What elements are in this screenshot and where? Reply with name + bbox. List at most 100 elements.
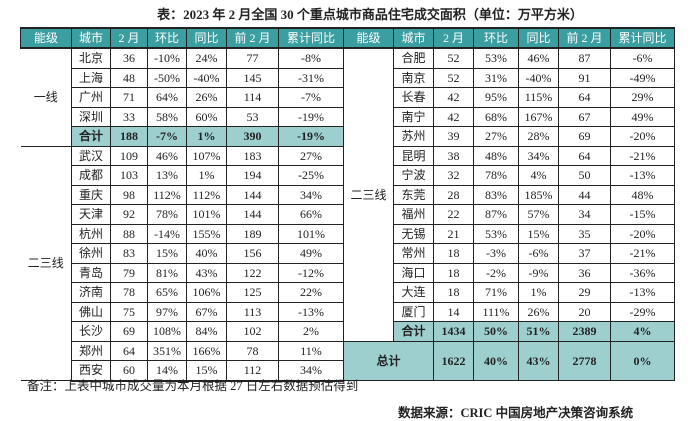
- table-row: 上海 48 -50% -40% 145 -31% 南京 52 31% -40% 91 -49%: [21, 67, 675, 88]
- feb-cell: 38: [433, 145, 474, 166]
- mom-cell: 71%: [473, 282, 519, 303]
- ytd-yoy-cell: -49%: [610, 67, 675, 88]
- table-row: 广州 71 64% 26% 114 -7% 长春 42 95% 115% 64 29%: [21, 87, 675, 108]
- city-cell: 佛山: [71, 301, 111, 322]
- ytd-cell: 87: [558, 47, 611, 69]
- yoy-cell: -6%: [518, 243, 559, 264]
- city-cell: 郑州: [71, 340, 111, 361]
- ytd-yoy-cell: -8%: [278, 47, 344, 69]
- ytd-yoy-cell: 29%: [610, 87, 675, 108]
- mom-cell: 78%: [147, 204, 187, 225]
- mom-cell: -50%: [147, 67, 187, 88]
- header-yoy: 同比: [186, 27, 227, 49]
- mom-cell: 111%: [473, 301, 519, 322]
- mom-cell: 27%: [473, 126, 519, 147]
- yoy-cell: 34%: [518, 145, 559, 166]
- ytd-cell: 77: [226, 47, 279, 69]
- feb-cell: 18: [433, 262, 474, 283]
- mom-cell: 64%: [147, 87, 187, 108]
- city-cell: 长春: [393, 87, 434, 108]
- mom-cell: 58%: [147, 106, 187, 127]
- yoy-cell: -40%: [186, 67, 227, 88]
- subtotal-yoy-cell: 1%: [186, 126, 227, 147]
- feb-cell: 42: [433, 106, 474, 127]
- mom-cell: 65%: [147, 282, 187, 303]
- ytd-yoy-cell: 34%: [278, 184, 344, 205]
- table-row: 深圳 33 58% 60% 53 -19% 南宁 42 68% 167% 67 49%: [21, 106, 675, 127]
- feb-cell: 48: [110, 67, 148, 88]
- table-title: 表：2023 年 2 月全国 30 个重点城市商品住宅成交面积（单位：万平方米）: [157, 7, 583, 22]
- ytd-cell: 64: [558, 145, 611, 166]
- header-yoy: 同比: [518, 27, 559, 49]
- yoy-cell: 57%: [518, 204, 559, 225]
- header-ytd-yoy: 累计同比: [278, 27, 344, 49]
- header-city: 城市: [71, 27, 111, 49]
- ytd-yoy-cell: 27%: [278, 145, 344, 166]
- city-housing-table: 能级 城市 2 月环比 同比前 2 月累计同比 能级 城市 2 月环比 同比前 2 月累计同比…: [20, 27, 675, 382]
- feb-cell: 98: [110, 184, 148, 205]
- ytd-cell: 125: [226, 282, 279, 303]
- yoy-cell: 112%: [186, 184, 227, 205]
- yoy-cell: 40%: [186, 243, 227, 264]
- mom-cell: -3%: [473, 243, 519, 264]
- yoy-cell: 1%: [186, 165, 227, 186]
- feb-cell: 42: [433, 87, 474, 108]
- city-cell: 福州: [393, 204, 434, 225]
- tier-label: 二三线: [20, 145, 72, 381]
- feb-cell: 78: [110, 282, 148, 303]
- feb-cell: 69: [110, 321, 148, 342]
- city-cell: 武汉: [71, 145, 111, 166]
- grand-total-mom-cell: 40%: [473, 340, 519, 381]
- ytd-yoy-cell: -31%: [278, 67, 344, 88]
- ytd-yoy-cell: 101%: [278, 223, 344, 244]
- subtotal-feb-cell: 1434: [433, 321, 474, 342]
- header-ytd: 前 2 月: [558, 27, 611, 49]
- ytd-yoy-cell: 2%: [278, 321, 344, 342]
- feb-cell: 22: [433, 204, 474, 225]
- yoy-cell: -9%: [518, 262, 559, 283]
- feb-cell: 52: [433, 47, 474, 69]
- feb-cell: 33: [110, 106, 148, 127]
- feb-cell: 14: [433, 301, 474, 322]
- feb-cell: 79: [110, 262, 148, 283]
- ytd-cell: 144: [226, 204, 279, 225]
- city-cell: 成都: [71, 165, 111, 186]
- ytd-cell: 122: [226, 262, 279, 283]
- yoy-cell: 84%: [186, 321, 227, 342]
- ytd-yoy-cell: -20%: [610, 223, 675, 244]
- ytd-yoy-cell: -21%: [610, 145, 675, 166]
- yoy-cell: 60%: [186, 106, 227, 127]
- ytd-cell: 37: [558, 243, 611, 264]
- ytd-yoy-cell: -7%: [278, 87, 344, 108]
- tier-label: 二三线: [343, 47, 394, 342]
- ytd-cell: 69: [558, 126, 611, 147]
- mom-cell: 53%: [473, 223, 519, 244]
- yoy-cell: 15%: [186, 360, 227, 382]
- ytd-yoy-cell: -36%: [610, 262, 675, 283]
- subtotal-ytd-cell: 2389: [558, 321, 611, 342]
- feb-cell: 36: [110, 47, 148, 69]
- yoy-cell: 46%: [518, 47, 559, 69]
- subtotal-city-cell: 合计: [393, 321, 434, 342]
- feb-cell: 103: [110, 165, 148, 186]
- city-cell: 杭州: [71, 223, 111, 244]
- yoy-cell: 155%: [186, 223, 227, 244]
- grand-total-ytd-yoy-cell: 0%: [610, 340, 675, 381]
- yoy-cell: 167%: [518, 106, 559, 127]
- mom-cell: 53%: [473, 47, 519, 69]
- ytd-yoy-cell: 49%: [278, 243, 344, 264]
- city-cell: 昆明: [393, 145, 434, 166]
- subtotal-city-cell: 合计: [71, 126, 111, 147]
- city-cell: 青岛: [71, 262, 111, 283]
- yoy-cell: 26%: [518, 301, 559, 322]
- footnote: 备注：上表中城市成交量为本月根据 27 日左右数据预估得到: [27, 379, 359, 393]
- table-row: 一线 北京 36 -10% 24% 77 -8% 二三线 合肥 52 53% 46% 87 -6%: [20, 47, 675, 342]
- ytd-yoy-cell: -13%: [610, 165, 675, 186]
- city-cell: 宁波: [393, 165, 434, 186]
- mom-cell: 108%: [147, 321, 187, 342]
- ytd-cell: 36: [558, 262, 611, 283]
- ytd-cell: 194: [226, 165, 279, 186]
- mom-cell: 87%: [473, 204, 519, 225]
- city-cell: 海口: [393, 262, 434, 283]
- ytd-yoy-cell: 22%: [278, 282, 344, 303]
